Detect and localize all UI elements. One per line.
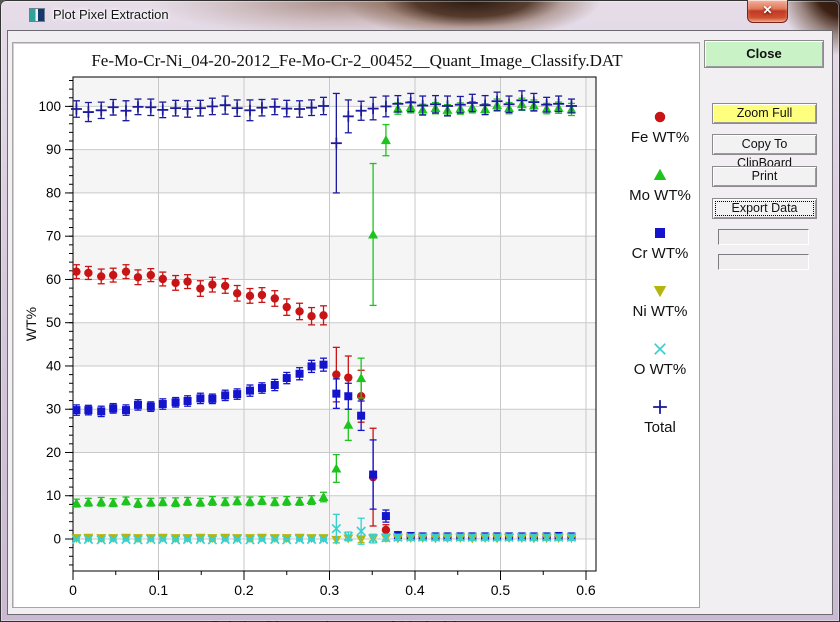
svg-text:100: 100 bbox=[38, 99, 61, 114]
x-marker-icon bbox=[648, 337, 672, 361]
svg-text:0: 0 bbox=[69, 582, 77, 598]
svg-text:90: 90 bbox=[46, 142, 61, 157]
close-button[interactable]: Close bbox=[704, 40, 824, 68]
legend-label: O WT% bbox=[633, 361, 687, 378]
legend-item-fe-wt%: Fe WT% bbox=[621, 105, 699, 163]
svg-text:20: 20 bbox=[46, 445, 61, 460]
series-o-wt% bbox=[71, 513, 577, 545]
titlebar[interactable]: Plot Pixel Extraction ✕ bbox=[0, 0, 840, 30]
svg-text:0.5: 0.5 bbox=[491, 582, 511, 598]
triangle-down-marker-icon bbox=[648, 279, 672, 303]
svg-text:0.3: 0.3 bbox=[320, 582, 340, 598]
series-total bbox=[70, 90, 577, 194]
status-field-2[interactable] bbox=[718, 254, 809, 270]
legend-item-cr-wt%: Cr WT% bbox=[621, 221, 699, 279]
svg-text:0.1: 0.1 bbox=[149, 582, 169, 598]
legend-label: Total bbox=[644, 419, 676, 436]
plus-marker-icon bbox=[648, 395, 672, 419]
svg-text:40: 40 bbox=[46, 358, 61, 373]
svg-text:10: 10 bbox=[46, 488, 61, 503]
svg-text:0.4: 0.4 bbox=[405, 582, 425, 598]
svg-text:70: 70 bbox=[46, 229, 61, 244]
legend-item-ni-wt%: Ni WT% bbox=[621, 279, 699, 337]
x-axis-label: Relative Distance (average of 16 pixels) bbox=[73, 618, 596, 622]
window-close-button[interactable]: ✕ bbox=[747, 0, 788, 23]
legend-item-o-wt%: O WT% bbox=[621, 337, 699, 395]
svg-text:30: 30 bbox=[46, 402, 61, 417]
legend-item-mo-wt%: Mo WT% bbox=[621, 163, 699, 221]
legend-label: Cr WT% bbox=[631, 245, 689, 262]
legend-label: Ni WT% bbox=[632, 303, 688, 320]
export-data-button[interactable]: Export Data bbox=[712, 198, 817, 219]
chart-panel: Fe-Mo-Cr-Ni_04-20-2012_Fe-Mo-Cr-2_00452_… bbox=[12, 42, 701, 622]
triangle-up-marker-icon bbox=[648, 163, 672, 187]
square-marker-icon bbox=[648, 221, 672, 245]
print-button[interactable]: Print bbox=[712, 166, 817, 187]
y-axis-label: WT% bbox=[23, 306, 39, 342]
svg-text:80: 80 bbox=[46, 185, 61, 200]
status-field-1[interactable] bbox=[718, 229, 809, 245]
copy-to-clipboard-button[interactable]: Copy To ClipBoard bbox=[712, 134, 817, 170]
close-icon: ✕ bbox=[762, 3, 773, 17]
chart-legend: Fe WT% Mo WT% Cr WT% Ni WT% O WT% Total bbox=[621, 105, 699, 453]
window-title: Plot Pixel Extraction bbox=[53, 7, 169, 22]
chart-title: Fe-Mo-Cr-Ni_04-20-2012_Fe-Mo-Cr-2_00452_… bbox=[91, 51, 623, 70]
legend-label: Fe WT% bbox=[630, 129, 690, 146]
zoom-full-button[interactable]: Zoom Full bbox=[712, 103, 817, 124]
legend-item-total: Total bbox=[621, 395, 699, 453]
svg-text:0.2: 0.2 bbox=[234, 582, 254, 598]
chart-plot[interactable]: 0 10 20 30 40 50 60 70 80 90 100 0 0.1 0.2 0.3 0.4 0.5 0.… bbox=[13, 43, 701, 609]
window-app-icon bbox=[29, 8, 45, 22]
svg-text:50: 50 bbox=[46, 315, 61, 330]
svg-text:60: 60 bbox=[46, 272, 61, 287]
circle-marker-icon bbox=[648, 105, 672, 129]
svg-text:0.6: 0.6 bbox=[576, 582, 596, 598]
svg-text:0: 0 bbox=[53, 531, 61, 546]
legend-label: Mo WT% bbox=[629, 187, 691, 204]
